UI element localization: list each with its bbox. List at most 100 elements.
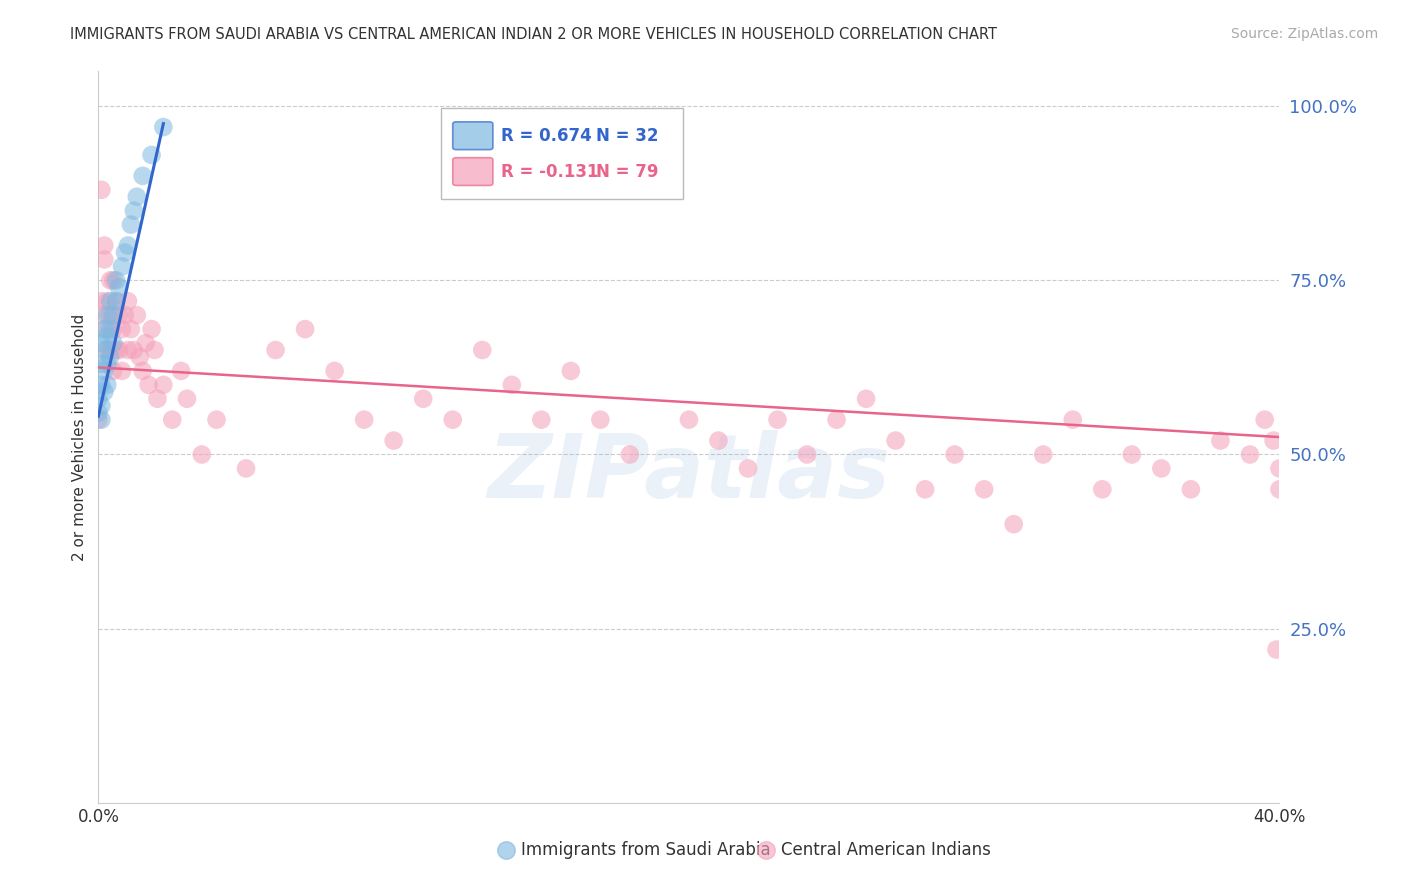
Point (1150, 461, 1173, 475)
Point (619, 448, 641, 462)
Point (93, 384, 115, 399)
FancyBboxPatch shape (441, 108, 683, 200)
Point (382, 434, 405, 448)
Point (96, 343, 118, 357)
Point (914, 483, 936, 497)
Point (103, 273, 125, 287)
Point (96, 308, 118, 322)
Point (152, 377, 174, 392)
Point (90, 357, 112, 371)
Point (96, 322, 118, 336)
Point (120, 218, 142, 232)
Point (125, 190, 148, 204)
Point (825, 412, 848, 426)
Y-axis label: 2 or more Vehicles in Household: 2 or more Vehicles in Household (72, 313, 87, 561)
Point (162, 412, 183, 426)
Point (138, 377, 160, 392)
Point (132, 169, 155, 183)
Point (90, 308, 112, 322)
Point (1268, 461, 1291, 475)
Point (93, 343, 115, 357)
Point (90, 399, 112, 413)
Point (111, 364, 134, 378)
Point (141, 148, 163, 162)
Point (103, 322, 125, 336)
Point (796, 448, 818, 462)
Point (125, 308, 148, 322)
Point (560, 364, 582, 378)
Point (96, 357, 118, 371)
Point (111, 322, 134, 336)
Point (90, 294, 112, 309)
Point (205, 412, 228, 426)
Point (766, 412, 789, 426)
Point (141, 322, 163, 336)
Point (90, 336, 112, 351)
Point (1263, 434, 1285, 448)
Point (323, 364, 346, 378)
Point (105, 273, 128, 287)
Point (87, 392, 110, 406)
Point (135, 336, 157, 351)
Point (264, 343, 287, 357)
Text: R = 0.674: R = 0.674 (501, 127, 592, 145)
Point (1091, 483, 1114, 497)
Point (1268, 483, 1291, 497)
Point (90, 412, 112, 426)
Point (103, 308, 125, 322)
Point (98, 322, 121, 336)
Text: R = -0.131: R = -0.131 (501, 162, 599, 180)
Point (1265, 642, 1288, 657)
Point (108, 280, 131, 294)
Point (117, 343, 139, 357)
Point (103, 364, 125, 378)
Point (943, 448, 966, 462)
Point (108, 343, 131, 357)
Point (93, 322, 115, 336)
Point (152, 120, 174, 134)
Point (87, 412, 110, 426)
Point (103, 336, 125, 351)
Point (98, 294, 121, 309)
Point (471, 343, 494, 357)
Point (235, 461, 257, 475)
Point (353, 412, 375, 426)
Point (122, 343, 145, 357)
Point (93, 364, 115, 378)
Point (678, 412, 700, 426)
Point (1002, 517, 1025, 532)
Text: Immigrants from Saudi Arabia: Immigrants from Saudi Arabia (522, 841, 770, 859)
Point (973, 483, 995, 497)
Point (117, 238, 139, 252)
Point (98, 273, 121, 287)
Point (90, 183, 112, 197)
Point (1062, 412, 1084, 426)
Point (105, 294, 128, 309)
Point (98, 350, 121, 364)
Point (117, 294, 139, 309)
Point (96, 294, 118, 309)
Point (98, 343, 121, 357)
Point (1180, 483, 1202, 497)
Text: IMMIGRANTS FROM SAUDI ARABIA VS CENTRAL AMERICAN INDIAN 2 OR MORE VEHICLES IN HO: IMMIGRANTS FROM SAUDI ARABIA VS CENTRAL … (70, 27, 997, 42)
Point (90, 377, 112, 392)
FancyBboxPatch shape (453, 158, 494, 186)
Point (98, 308, 121, 322)
Point (707, 434, 730, 448)
Point (501, 377, 523, 392)
Text: Source: ZipAtlas.com: Source: ZipAtlas.com (1230, 27, 1378, 41)
Point (294, 322, 316, 336)
Point (96, 377, 118, 392)
Point (146, 392, 169, 406)
Point (1254, 412, 1277, 426)
Point (93, 238, 115, 252)
Point (191, 448, 214, 462)
Point (884, 434, 907, 448)
Point (170, 364, 193, 378)
Point (1032, 448, 1054, 462)
Text: N = 32: N = 32 (596, 127, 658, 145)
Point (120, 322, 142, 336)
Point (108, 308, 131, 322)
Point (105, 343, 128, 357)
Point (412, 392, 434, 406)
